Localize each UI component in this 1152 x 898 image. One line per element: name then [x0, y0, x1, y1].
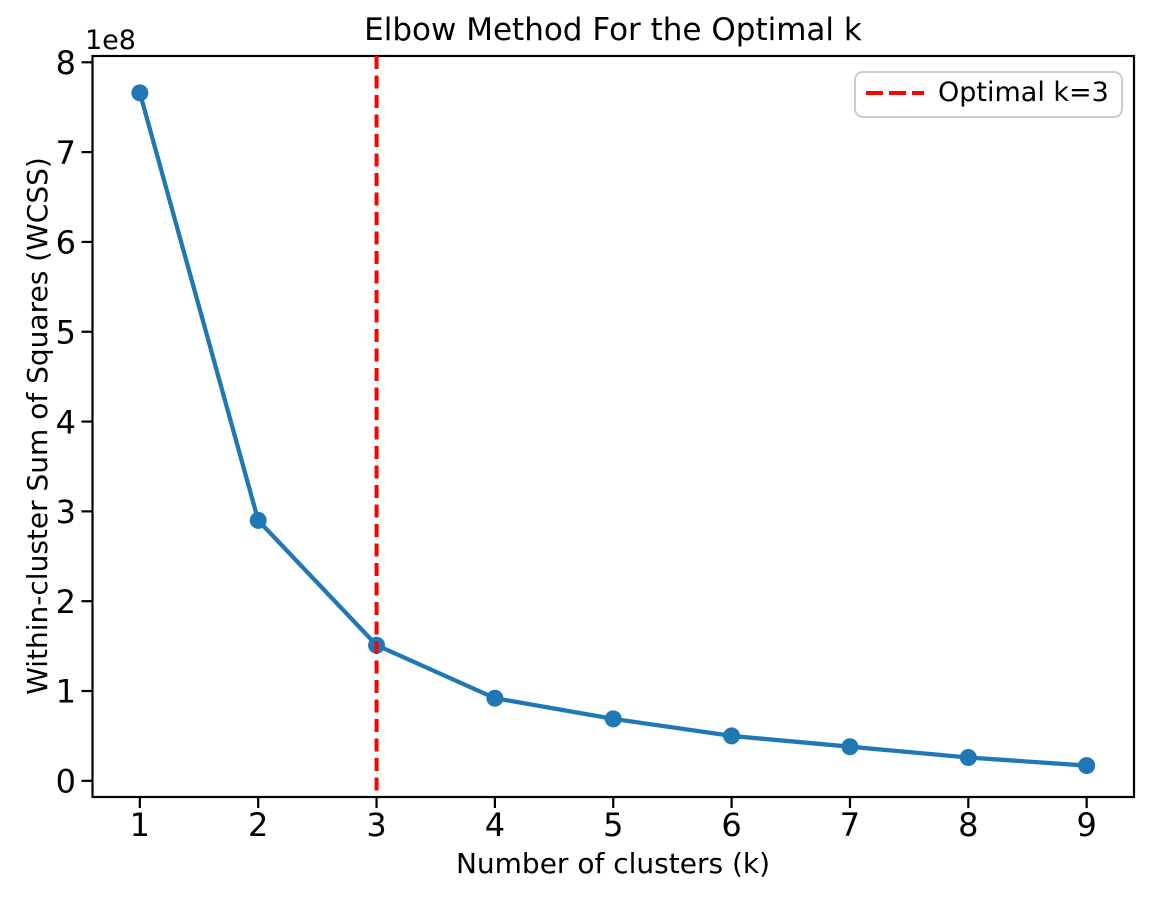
data-point-k2	[249, 511, 267, 529]
y-axis-label: Within-cluster Sum of Squares (WCSS)	[21, 157, 54, 695]
y-tick-label: 5	[56, 313, 76, 351]
x-axis-label: Number of clusters (k)	[456, 847, 770, 880]
x-tick-label: 2	[248, 806, 268, 844]
y-tick-label: 6	[56, 224, 76, 262]
y-tick-label: 0	[56, 763, 76, 801]
y-tick-label: 4	[56, 403, 76, 441]
x-tick-label: 7	[840, 806, 860, 844]
data-point-k8	[959, 748, 977, 766]
x-tick-label: 5	[603, 806, 623, 844]
plot-area: 1 2 3 4 5 6 7 8 9 0 1 2 3 4 5 6 7 8	[56, 44, 1136, 844]
data-point-k4	[486, 689, 504, 707]
data-point-k1	[131, 84, 149, 102]
y-tick-label: 7	[56, 134, 76, 172]
data-point-k7	[841, 738, 859, 756]
wcss-line	[137, 90, 1089, 768]
legend-label: Optimal k=3	[938, 77, 1109, 108]
y-tick-label: 2	[56, 583, 76, 621]
x-tick-label: 3	[366, 806, 386, 844]
y-tick-label: 1	[56, 673, 76, 711]
data-point-k5	[604, 710, 622, 728]
x-tick-label: 4	[485, 806, 505, 844]
x-tick-label: 8	[958, 806, 978, 844]
y-tick-label: 3	[56, 493, 76, 531]
x-tick-label: 6	[721, 806, 741, 844]
legend: Optimal k=3	[854, 71, 1123, 118]
x-tick-label: 9	[1076, 806, 1096, 844]
x-tick-label: 1	[130, 806, 150, 844]
y-axis-offset-text: 1e8	[85, 25, 136, 56]
data-point-k9	[1078, 757, 1096, 775]
y-tick-label: 8	[56, 44, 76, 82]
legend-box	[854, 71, 1123, 118]
data-point-k6	[723, 727, 741, 745]
axes-spines	[91, 54, 1136, 799]
chart-title: Elbow Method For the Optimal k	[364, 12, 862, 48]
